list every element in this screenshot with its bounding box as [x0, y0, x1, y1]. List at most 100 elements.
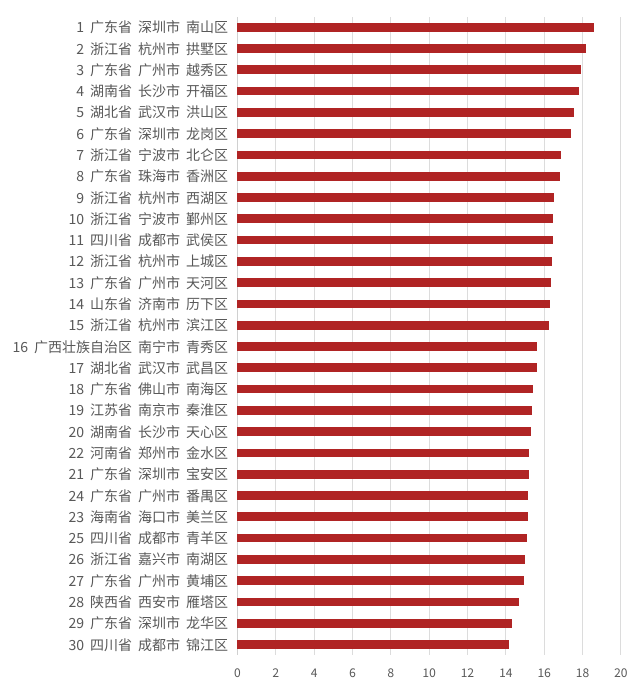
x-tick-label-4: 4	[310, 664, 318, 681]
row-rank: 29	[68, 613, 84, 634]
bar-rank-25	[237, 533, 527, 543]
row-province: 广东省	[90, 570, 132, 591]
row-province: 浙江省	[90, 38, 132, 59]
row-province: 湖南省	[90, 81, 132, 102]
row-city: 广州市	[138, 485, 180, 506]
row-rank: 11	[68, 230, 84, 251]
bar-rank-4	[237, 86, 579, 96]
row-city: 深圳市	[138, 464, 180, 485]
row-rank: 28	[68, 591, 84, 612]
row-rank: 25	[68, 528, 84, 549]
row-district: 锦江区	[186, 634, 228, 655]
row-city: 深圳市	[138, 613, 180, 634]
row-district: 拱墅区	[186, 38, 228, 59]
bar-rank-24	[237, 491, 529, 500]
row-label-rank-7: 7 浙江省 宁波市 北仑区	[0, 144, 228, 165]
row-rank: 23	[68, 506, 84, 527]
row-rank: 1	[76, 17, 84, 38]
bar-rank-1	[237, 22, 595, 32]
row-city: 珠海市	[138, 166, 180, 187]
row-rank: 19	[68, 400, 84, 421]
row-label-rank-11: 11 四川省 成都市 武侯区	[0, 229, 228, 250]
row-label-rank-16: 16 广西壮族自治区 南宁市 青秀区	[0, 336, 228, 357]
row-province: 广东省	[90, 379, 132, 400]
row-district: 开福区	[186, 81, 228, 102]
row-district: 南海区	[186, 379, 228, 400]
gridline-x14	[505, 16, 507, 656]
row-city: 济南市	[138, 293, 180, 314]
row-city: 深圳市	[138, 123, 180, 144]
row-rank: 9	[76, 187, 84, 208]
row-city: 杭州市	[138, 38, 180, 59]
row-rank: 5	[76, 102, 84, 123]
row-label-rank-6: 6 广东省 深圳市 龙岗区	[0, 123, 228, 144]
bar-rank-2	[237, 44, 587, 53]
row-district: 南湖区	[186, 549, 228, 570]
row-label-rank-18: 18 广东省 佛山市 南海区	[0, 378, 228, 399]
row-label-rank-3: 3 广东省 广州市 越秀区	[0, 59, 228, 80]
row-city: 成都市	[138, 230, 180, 251]
bar-rank-23	[237, 512, 529, 522]
row-province: 浙江省	[90, 144, 132, 165]
row-district: 龙岗区	[186, 123, 228, 144]
x-tick-label-16: 16	[537, 664, 551, 681]
row-province: 广东省	[90, 272, 132, 293]
row-rank: 3	[76, 59, 84, 80]
row-province: 湖北省	[90, 102, 132, 123]
row-province: 湖北省	[90, 357, 132, 378]
row-label-rank-24: 24 广东省 广州市 番禺区	[0, 485, 228, 506]
row-label-rank-17: 17 湖北省 武汉市 武昌区	[0, 357, 228, 378]
bar-rank-5	[237, 108, 575, 117]
row-city: 南宁市	[138, 336, 180, 357]
row-label-rank-12: 12 浙江省 杭州市 上城区	[0, 251, 228, 272]
row-district: 龙华区	[186, 613, 228, 634]
row-city: 宁波市	[138, 144, 180, 165]
x-tick-label-10: 10	[422, 664, 436, 681]
row-district: 洪山区	[186, 102, 228, 123]
bar-rank-29	[237, 618, 513, 628]
row-rank: 7	[76, 144, 84, 165]
row-city: 广州市	[138, 570, 180, 591]
row-district: 金水区	[186, 442, 228, 463]
row-district: 天心区	[186, 421, 228, 442]
row-label-rank-19: 19 江苏省 南京市 秦淮区	[0, 400, 228, 421]
row-province: 江苏省	[90, 400, 132, 421]
row-label-rank-1: 1 广东省 深圳市 南山区	[0, 17, 228, 38]
row-rank: 15	[68, 315, 84, 336]
gridline-x4	[313, 16, 315, 656]
row-province: 浙江省	[90, 315, 132, 336]
row-province: 山东省	[90, 293, 132, 314]
bar-rank-30	[237, 640, 510, 649]
bar-rank-20	[237, 427, 531, 436]
row-district: 美兰区	[186, 506, 228, 527]
row-city: 杭州市	[138, 187, 180, 208]
bar-rank-22	[237, 448, 529, 458]
x-tick-label-8: 8	[387, 664, 395, 681]
row-city: 海口市	[138, 506, 180, 527]
row-rank: 22	[68, 442, 84, 463]
row-city: 长沙市	[138, 421, 180, 442]
bar-rank-21	[237, 469, 529, 479]
x-tick-label-18: 18	[575, 664, 590, 681]
gridline-x12	[466, 16, 468, 656]
row-province: 广西壮族自治区	[34, 336, 132, 357]
row-province: 广东省	[90, 17, 132, 38]
row-district: 秦淮区	[186, 400, 228, 421]
bar-rank-12	[237, 257, 552, 266]
row-district: 雁塔区	[186, 591, 228, 612]
row-rank: 21	[68, 464, 84, 485]
row-city: 成都市	[138, 634, 180, 655]
row-label-rank-14: 14 山东省 济南市 历下区	[0, 293, 228, 314]
row-label-rank-15: 15 浙江省 杭州市 滨江区	[0, 315, 228, 336]
bar-rank-28	[237, 597, 519, 607]
row-rank: 18	[68, 379, 84, 400]
bar-rank-26	[237, 555, 526, 564]
row-province: 浙江省	[90, 251, 132, 272]
row-label-rank-30: 30 四川省 成都市 锦江区	[0, 634, 228, 655]
row-city: 广州市	[138, 272, 180, 293]
row-city: 嘉兴市	[138, 549, 180, 570]
row-label-rank-13: 13 广东省 广州市 天河区	[0, 272, 228, 293]
row-district: 香洲区	[186, 166, 228, 187]
row-district: 武昌区	[186, 357, 228, 378]
